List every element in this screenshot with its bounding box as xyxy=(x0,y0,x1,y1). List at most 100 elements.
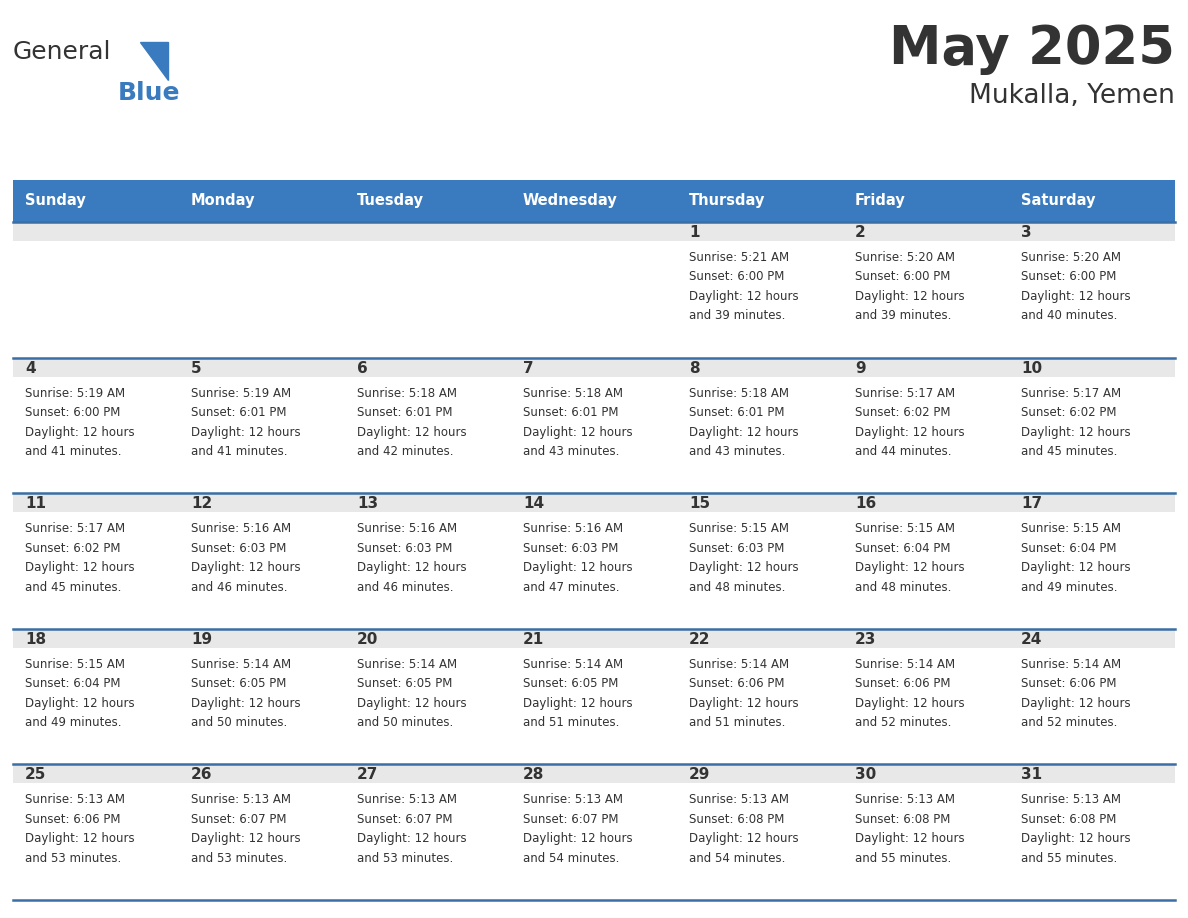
Bar xyxy=(1009,493,1175,512)
Bar xyxy=(345,512,511,629)
Text: Sunset: 6:02 PM: Sunset: 6:02 PM xyxy=(855,406,950,420)
Text: Sunrise: 5:17 AM: Sunrise: 5:17 AM xyxy=(25,522,125,535)
Text: Sunset: 6:03 PM: Sunset: 6:03 PM xyxy=(191,542,286,554)
Bar xyxy=(511,241,677,358)
Text: and 47 minutes.: and 47 minutes. xyxy=(523,581,619,594)
Text: 25: 25 xyxy=(25,767,46,782)
Text: 5: 5 xyxy=(191,361,202,375)
Bar xyxy=(1009,358,1175,376)
Text: Sunrise: 5:18 AM: Sunrise: 5:18 AM xyxy=(689,386,789,399)
Text: Daylight: 12 hours: Daylight: 12 hours xyxy=(689,426,798,439)
Bar xyxy=(179,376,345,493)
Text: and 42 minutes.: and 42 minutes. xyxy=(358,445,454,458)
Text: and 54 minutes.: and 54 minutes. xyxy=(523,852,619,865)
Text: Sunrise: 5:13 AM: Sunrise: 5:13 AM xyxy=(855,793,955,806)
Text: Sunrise: 5:16 AM: Sunrise: 5:16 AM xyxy=(358,522,457,535)
Text: Thursday: Thursday xyxy=(689,194,765,208)
Bar xyxy=(511,648,677,765)
Text: 19: 19 xyxy=(191,632,213,647)
Text: Sunset: 6:03 PM: Sunset: 6:03 PM xyxy=(689,542,784,554)
Bar xyxy=(511,358,677,376)
Bar xyxy=(179,180,345,222)
Text: Sunrise: 5:17 AM: Sunrise: 5:17 AM xyxy=(855,386,955,399)
Bar xyxy=(13,222,179,241)
Text: Saturday: Saturday xyxy=(1020,194,1095,208)
Bar xyxy=(345,648,511,765)
Text: 27: 27 xyxy=(358,767,378,782)
Text: Monday: Monday xyxy=(191,194,255,208)
Text: Daylight: 12 hours: Daylight: 12 hours xyxy=(358,561,467,574)
Text: Daylight: 12 hours: Daylight: 12 hours xyxy=(689,833,798,845)
Text: Sunset: 6:01 PM: Sunset: 6:01 PM xyxy=(523,406,619,420)
Text: and 51 minutes.: and 51 minutes. xyxy=(689,716,785,729)
Bar xyxy=(13,629,179,648)
Text: Daylight: 12 hours: Daylight: 12 hours xyxy=(25,697,134,710)
Text: 17: 17 xyxy=(1020,496,1042,511)
Text: Sunrise: 5:14 AM: Sunrise: 5:14 AM xyxy=(191,658,291,671)
Bar xyxy=(345,783,511,900)
Text: Sunrise: 5:15 AM: Sunrise: 5:15 AM xyxy=(25,658,125,671)
Text: Daylight: 12 hours: Daylight: 12 hours xyxy=(358,697,467,710)
Text: Sunrise: 5:14 AM: Sunrise: 5:14 AM xyxy=(855,658,955,671)
Text: Daylight: 12 hours: Daylight: 12 hours xyxy=(855,697,965,710)
Text: Sunrise: 5:13 AM: Sunrise: 5:13 AM xyxy=(689,793,789,806)
Bar xyxy=(843,783,1009,900)
Text: Sunrise: 5:14 AM: Sunrise: 5:14 AM xyxy=(1020,658,1121,671)
Bar xyxy=(345,376,511,493)
Bar xyxy=(179,512,345,629)
Bar xyxy=(13,493,179,512)
Text: Sunrise: 5:14 AM: Sunrise: 5:14 AM xyxy=(523,658,624,671)
Bar xyxy=(13,241,179,358)
Text: Sunset: 6:05 PM: Sunset: 6:05 PM xyxy=(523,677,619,690)
Bar xyxy=(511,512,677,629)
Text: 15: 15 xyxy=(689,496,710,511)
Text: Sunset: 6:07 PM: Sunset: 6:07 PM xyxy=(523,812,619,826)
Bar xyxy=(511,765,677,783)
Text: 11: 11 xyxy=(25,496,46,511)
Text: Sunrise: 5:16 AM: Sunrise: 5:16 AM xyxy=(523,522,624,535)
Bar xyxy=(511,629,677,648)
Text: Daylight: 12 hours: Daylight: 12 hours xyxy=(523,697,633,710)
Bar xyxy=(843,648,1009,765)
Bar xyxy=(843,241,1009,358)
Text: 13: 13 xyxy=(358,496,378,511)
Text: Sunset: 6:04 PM: Sunset: 6:04 PM xyxy=(855,542,950,554)
Text: Sunrise: 5:13 AM: Sunrise: 5:13 AM xyxy=(25,793,125,806)
Bar xyxy=(179,648,345,765)
Text: Sunrise: 5:14 AM: Sunrise: 5:14 AM xyxy=(358,658,457,671)
Text: 9: 9 xyxy=(855,361,866,375)
Bar xyxy=(677,512,843,629)
Text: Sunset: 6:06 PM: Sunset: 6:06 PM xyxy=(1020,677,1117,690)
Text: and 46 minutes.: and 46 minutes. xyxy=(358,581,454,594)
Bar xyxy=(677,765,843,783)
Bar xyxy=(1009,648,1175,765)
Bar xyxy=(13,512,179,629)
Bar xyxy=(677,493,843,512)
Text: 7: 7 xyxy=(523,361,533,375)
Text: 31: 31 xyxy=(1020,767,1042,782)
Text: Sunrise: 5:13 AM: Sunrise: 5:13 AM xyxy=(1020,793,1121,806)
Text: Daylight: 12 hours: Daylight: 12 hours xyxy=(358,833,467,845)
Text: and 39 minutes.: and 39 minutes. xyxy=(689,309,785,322)
Text: and 50 minutes.: and 50 minutes. xyxy=(191,716,287,729)
Text: Sunset: 6:02 PM: Sunset: 6:02 PM xyxy=(1020,406,1117,420)
Text: and 55 minutes.: and 55 minutes. xyxy=(855,852,952,865)
Text: Sunset: 6:02 PM: Sunset: 6:02 PM xyxy=(25,542,120,554)
Text: Daylight: 12 hours: Daylight: 12 hours xyxy=(855,426,965,439)
Bar xyxy=(179,241,345,358)
Text: Daylight: 12 hours: Daylight: 12 hours xyxy=(25,426,134,439)
Text: and 54 minutes.: and 54 minutes. xyxy=(689,852,785,865)
Bar xyxy=(345,222,511,241)
Text: and 40 minutes.: and 40 minutes. xyxy=(1020,309,1118,322)
Text: Daylight: 12 hours: Daylight: 12 hours xyxy=(689,290,798,303)
Text: and 49 minutes.: and 49 minutes. xyxy=(1020,581,1118,594)
Text: 20: 20 xyxy=(358,632,378,647)
Text: and 50 minutes.: and 50 minutes. xyxy=(358,716,454,729)
Bar xyxy=(1009,783,1175,900)
Text: Daylight: 12 hours: Daylight: 12 hours xyxy=(1020,833,1131,845)
Text: and 45 minutes.: and 45 minutes. xyxy=(1020,445,1118,458)
Bar xyxy=(1009,241,1175,358)
Bar xyxy=(843,180,1009,222)
Text: Daylight: 12 hours: Daylight: 12 hours xyxy=(855,290,965,303)
Text: and 39 minutes.: and 39 minutes. xyxy=(855,309,952,322)
